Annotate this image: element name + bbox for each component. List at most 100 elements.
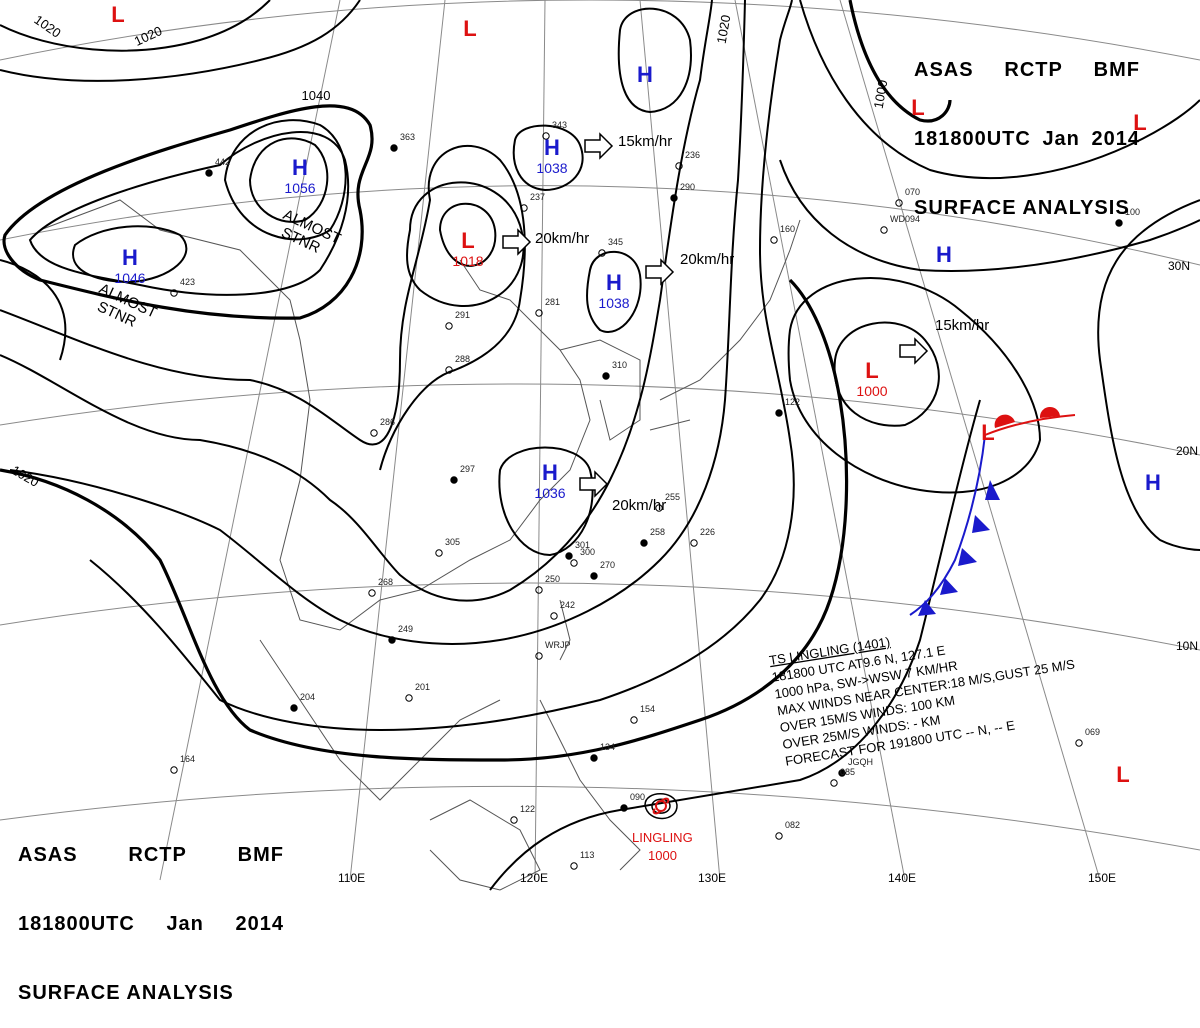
center-value: 1000	[856, 383, 887, 399]
title-source: ASAS	[18, 844, 78, 866]
station-value: 237	[530, 192, 545, 202]
isobar-typhoon-inner	[651, 798, 671, 814]
isobar-label: 1020	[714, 14, 734, 45]
almost-stationary-label: ALMOSTSTNR	[89, 280, 159, 337]
station-value: 204	[300, 692, 315, 702]
isobar-1018-low	[438, 202, 497, 267]
pressure-centers: H1056H1046H1038H1038H1036HHHL1018L1000LL…	[111, 2, 1161, 787]
title-year: 2014	[1091, 128, 1140, 150]
center-value: 1038	[598, 295, 629, 311]
motion-speed-label: 15km/hr	[935, 317, 989, 334]
high-pressure-center: H	[1145, 470, 1161, 495]
station-value: 291	[455, 310, 470, 320]
isobar-1000-low	[833, 321, 940, 427]
cold-front-barb-4	[940, 578, 958, 595]
station-dot	[450, 476, 458, 484]
isobar-1016	[0, 259, 67, 361]
longitude-label: 150E	[1088, 871, 1116, 885]
station-value: 122	[520, 804, 535, 814]
parallel-0	[0, 785, 1200, 851]
motion-arrows	[502, 132, 929, 498]
center-letter: H	[292, 155, 308, 180]
station-values: 363 343 345 310 291 288 297 286 281 301 305 268 249 2…	[180, 120, 1140, 860]
station-value: 305	[445, 537, 460, 547]
station-dot	[770, 236, 778, 244]
station-value: 242	[560, 600, 575, 610]
high-pressure-center: H	[637, 62, 653, 87]
station-dot	[510, 816, 518, 824]
coast-korea	[559, 339, 641, 441]
center-letter: L	[981, 420, 994, 445]
low-pressure-center: L	[981, 420, 994, 445]
station-value: 122	[785, 397, 800, 407]
coastlines	[39, 199, 801, 891]
station-dot	[838, 769, 846, 777]
motion-speed-labels: 15km/hr 20km/hr 20km/hr 20km/hr 15km/hr	[535, 133, 989, 514]
isobar-1004-low	[787, 276, 1042, 494]
station-value: 226	[700, 527, 715, 537]
title-block-bottom: ASAS RCTP BMF 181800UTC Jan 2014 SURFACE…	[18, 798, 284, 1028]
longitude-label: 120E	[520, 871, 548, 885]
station-value: 082	[785, 820, 800, 830]
isobar-1012	[489, 399, 981, 891]
typhoon-symbol	[652, 797, 670, 815]
typhoon-bulletin: TS LINGLING (1401)181800 UTC AT9.6 N, 12…	[768, 634, 1076, 769]
center-value: 1018	[452, 253, 483, 269]
title-year: 2014	[235, 913, 284, 935]
longitude-label: 140E	[888, 871, 916, 885]
arrow-shape	[584, 132, 614, 160]
station-value: JGQH	[848, 757, 873, 767]
high-pressure-center: H	[936, 242, 952, 267]
longitude-labels: 110E 120E 130E 140E 150E	[338, 871, 1116, 885]
station-value: 255	[665, 492, 680, 502]
meridian-120e	[534, 0, 546, 881]
station-value: WRJP	[545, 640, 571, 650]
station-dot	[535, 309, 543, 317]
station-value: 343	[552, 120, 567, 130]
fronts	[909, 406, 1076, 616]
cold-front-barb-2	[972, 515, 990, 533]
arrow-shape	[502, 228, 532, 256]
cold-front-barb-3	[958, 548, 977, 566]
station-dot	[368, 589, 376, 597]
isobar-label: 1000	[871, 79, 891, 110]
parallel-40n	[0, 0, 1200, 61]
meridian-130e	[639, 0, 721, 881]
station-plots	[170, 132, 1123, 870]
center-letter: L	[865, 358, 878, 383]
station-dot	[655, 504, 663, 512]
station-dot	[602, 372, 610, 380]
isobar-1052-a	[223, 119, 347, 241]
station-value: 258	[650, 527, 665, 537]
station-dot	[405, 694, 413, 702]
title-code: BMF	[237, 844, 284, 866]
motion-speed-label: 20km/hr	[535, 230, 589, 247]
station-value: 286	[380, 417, 395, 427]
arrow-shape	[579, 470, 609, 498]
station-dot	[570, 862, 578, 870]
isobar-1028-h1038b	[512, 124, 584, 192]
latitude-label: 10N	[1176, 639, 1198, 653]
title-time: 181800UTC	[18, 913, 135, 935]
isobar-1016-upper-h	[617, 7, 692, 114]
isobar-1040-outer	[2, 104, 374, 320]
center-letter: H	[637, 62, 653, 87]
typhoon-name: LINGLING	[632, 830, 693, 845]
parallel-30n	[0, 185, 1200, 266]
latitude-label: 30N	[1168, 259, 1190, 273]
station-value: 249	[398, 624, 413, 634]
longitude-label: 110E	[338, 871, 365, 885]
station-value: 268	[378, 577, 393, 587]
title-station: RCTP	[128, 844, 187, 866]
meridian-100e	[159, 0, 341, 881]
typhoon-pressure: 1000	[648, 848, 677, 863]
title-product: SURFACE ANALYSIS	[914, 197, 1130, 219]
station-dot	[1115, 219, 1123, 227]
station-dot	[390, 144, 398, 152]
isobar-1020-low	[406, 181, 525, 307]
station-dot	[445, 366, 453, 374]
